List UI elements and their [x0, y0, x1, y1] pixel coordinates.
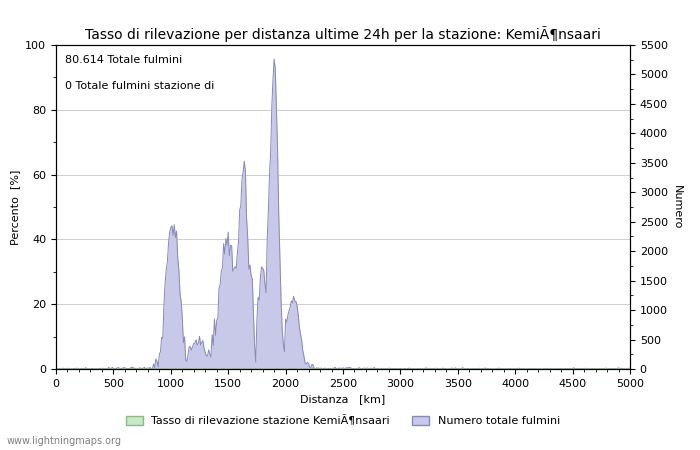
- Text: 0 Totale fulmini stazione di: 0 Totale fulmini stazione di: [64, 81, 214, 90]
- Y-axis label: Numero: Numero: [672, 185, 682, 229]
- Legend: Tasso di rilevazione stazione KemiÃ¶nsaari, Numero totale fulmini: Tasso di rilevazione stazione KemiÃ¶nsaa…: [122, 411, 564, 431]
- Text: www.lightningmaps.org: www.lightningmaps.org: [7, 436, 122, 446]
- X-axis label: Distanza   [km]: Distanza [km]: [300, 394, 386, 404]
- Y-axis label: Percento  [%]: Percento [%]: [10, 169, 20, 245]
- Text: 80.614 Totale fulmini: 80.614 Totale fulmini: [64, 55, 182, 65]
- Title: Tasso di rilevazione per distanza ultime 24h per la stazione: KemiÃ¶nsaari: Tasso di rilevazione per distanza ultime…: [85, 27, 601, 42]
